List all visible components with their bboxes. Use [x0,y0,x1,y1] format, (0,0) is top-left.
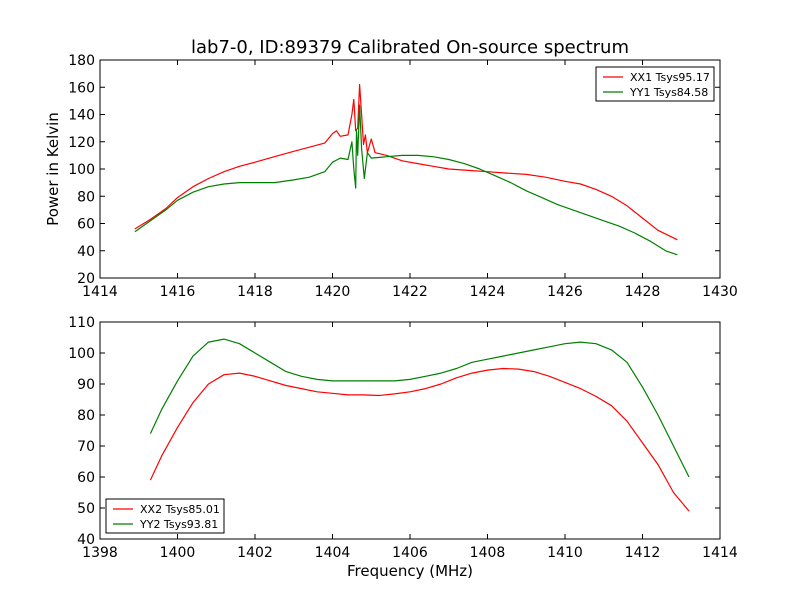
y-tick-label-0-5: 120 [68,135,95,151]
legend-box-1 [105,498,225,534]
x-tick-label-0-2: 1418 [237,284,273,300]
x-tick-label-0-4: 1422 [392,284,428,300]
y-tick-label-0-7: 160 [68,80,95,96]
legend-1: XX2 Tsys85.01 YY2 Tsys93.81 [105,498,225,534]
series-line-0-1 [134,104,678,256]
legend-label-1-0: XX2 Tsys85.01 [140,503,220,516]
y-axis-label-0: Power in Kelvin [44,112,62,226]
x-axis-label-1: Frequency (MHz) [347,562,473,580]
y-tick-label-0-8: 180 [68,53,95,69]
legend-label-0-0: XX1 Tsys95.17 [630,71,710,84]
legend-label-0-1: YY1 Tsys84.58 [629,86,708,99]
y-tick-label-1-1: 50 [77,501,95,517]
x-tick-label-0-8: 1430 [702,284,738,300]
legend-0: XX1 Tsys95.17 YY1 Tsys84.58 [595,66,715,102]
bottom-plot: 1398 1400 1402 1404 1406 1408 1410 1412 1414 40 50… [68,315,738,580]
x-tick-label-1-0: 1398 [82,545,118,561]
y-tick-label-1-0: 40 [77,532,95,548]
y-tick-label-1-2: 60 [77,470,95,486]
y-tick-label-0-6: 140 [68,108,95,124]
y-tick-label-0-1: 40 [77,244,95,260]
series-line-1-1 [149,338,690,478]
x-tick-label-1-2: 1402 [237,545,273,561]
y-tick-label-1-3: 70 [77,439,95,455]
x-tick-label-0-5: 1424 [470,284,506,300]
legend-label-1-1: YY2 Tsys93.81 [139,518,218,531]
x-tick-label-0-1: 1416 [160,284,196,300]
top-plot: 1414 1416 1418 1420 1422 1424 1426 1428 1430 20 40… [44,53,738,300]
x-tick-label-1-5: 1408 [470,545,506,561]
y-tick-label-0-3: 80 [77,189,95,205]
y-tick-label-1-6: 100 [68,346,95,362]
y-tick-label-0-0: 20 [77,271,95,287]
x-tick-label-1-8: 1414 [702,545,738,561]
y-tick-label-0-4: 100 [68,162,95,178]
x-tick-label-0-6: 1426 [547,284,583,300]
series-line-0-0 [134,83,678,241]
x-tick-label-1-7: 1412 [625,545,661,561]
y-tick-label-1-5: 90 [77,377,95,393]
legend-box-0 [595,66,715,102]
x-tick-label-1-1: 1400 [160,545,196,561]
x-tick-label-0-0: 1414 [82,284,118,300]
x-tick-label-1-3: 1404 [315,545,351,561]
x-tick-label-1-4: 1406 [392,545,428,561]
y-tick-label-1-4: 80 [77,408,95,424]
x-tick-label-0-3: 1420 [315,284,351,300]
series-line-1-0 [149,367,690,512]
y-tick-label-0-2: 60 [77,217,95,233]
x-tick-label-0-7: 1428 [625,284,661,300]
x-tick-label-1-6: 1410 [547,545,583,561]
chart-title: lab7-0, ID:89379 Calibrated On-source sp… [191,37,629,58]
y-tick-label-1-7: 110 [68,315,95,331]
